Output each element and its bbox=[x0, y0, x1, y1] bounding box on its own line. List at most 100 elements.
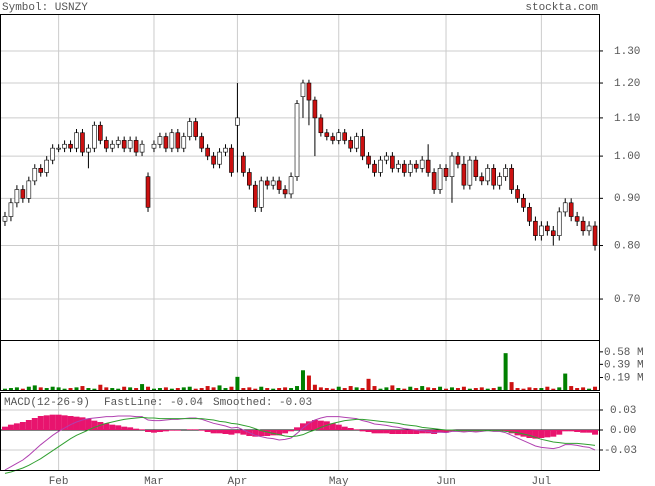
volume-bar bbox=[491, 388, 496, 390]
y-tick-label: 1.10 bbox=[614, 113, 640, 125]
macd-histogram-bar bbox=[127, 427, 134, 430]
volume-bar bbox=[241, 388, 246, 390]
macd-frame bbox=[0, 392, 600, 471]
volume-bar bbox=[330, 388, 335, 390]
candle-body bbox=[503, 168, 508, 177]
volume-bar bbox=[277, 388, 282, 390]
macd-histogram-bar bbox=[228, 430, 235, 435]
macd-histogram-bar bbox=[365, 430, 372, 432]
volume-bar bbox=[68, 388, 73, 390]
macd-histogram-bar bbox=[431, 430, 438, 434]
candle-body bbox=[80, 132, 85, 153]
candle-body bbox=[104, 140, 109, 149]
macd-histogram-bar bbox=[264, 430, 271, 436]
volume-bar bbox=[128, 387, 133, 390]
candle-body bbox=[413, 163, 419, 169]
volume-bar bbox=[551, 388, 556, 390]
volume-bar bbox=[348, 386, 353, 390]
macd-histogram-bar bbox=[103, 423, 110, 430]
macd-histogram-bar bbox=[401, 430, 408, 434]
symbol-title: Symbol: USNZY bbox=[2, 2, 88, 14]
volume-bar bbox=[44, 388, 49, 390]
volume-bar bbox=[134, 388, 139, 390]
volume-bar bbox=[497, 386, 502, 390]
candle-body bbox=[205, 147, 210, 157]
volume-bar bbox=[271, 388, 276, 390]
volume-bar bbox=[181, 387, 186, 390]
volume-bar bbox=[461, 386, 466, 390]
macd-tick-label: 0.03 bbox=[610, 405, 636, 417]
candle-body bbox=[306, 82, 312, 101]
volume-bar bbox=[455, 388, 460, 390]
candle-body bbox=[509, 168, 514, 190]
candle-body bbox=[425, 159, 431, 173]
candle-body bbox=[98, 124, 103, 141]
macd-histogram-bar bbox=[550, 430, 557, 437]
candle-body bbox=[545, 225, 550, 232]
candle-body bbox=[491, 168, 497, 186]
candle-body bbox=[288, 176, 294, 195]
macd-histogram-bar bbox=[395, 430, 402, 434]
macd-histogram-bar bbox=[544, 430, 551, 438]
macd-histogram-bar bbox=[329, 423, 336, 430]
macd-histogram-bar bbox=[568, 430, 575, 432]
candle-body bbox=[580, 220, 586, 232]
volume-bar bbox=[229, 386, 234, 390]
candle-body bbox=[44, 159, 50, 173]
volume-bar bbox=[193, 388, 198, 390]
volume-bar bbox=[312, 384, 317, 390]
candle-body bbox=[467, 159, 473, 186]
macd-histogram-bar bbox=[520, 430, 527, 437]
macd-histogram-bar bbox=[347, 428, 354, 430]
candle-body bbox=[443, 168, 449, 177]
volume-bar bbox=[366, 378, 371, 390]
volume-bar bbox=[557, 387, 562, 390]
volume-bar bbox=[336, 386, 341, 390]
volume-bar bbox=[378, 388, 383, 390]
macd-histogram-bar bbox=[204, 430, 211, 432]
candle-body bbox=[449, 155, 455, 177]
macd-tick-label: -0.03 bbox=[604, 445, 637, 457]
macd-histogram-bar bbox=[67, 416, 74, 430]
candle-body bbox=[217, 151, 222, 165]
volume-bar bbox=[449, 387, 454, 390]
volume-bar bbox=[533, 388, 538, 390]
macd-histogram-bar bbox=[300, 423, 306, 430]
volume-bar bbox=[587, 388, 592, 390]
volume-bar bbox=[110, 388, 115, 390]
volume-bar bbox=[259, 386, 264, 390]
macd-histogram-bar bbox=[443, 430, 449, 433]
macd-histogram-bar bbox=[294, 427, 300, 430]
volume-bar bbox=[295, 386, 300, 390]
x-tick-label: May bbox=[329, 476, 349, 486]
macd-histogram-bar bbox=[222, 430, 229, 434]
candle-body bbox=[121, 140, 127, 149]
candle-body bbox=[401, 163, 407, 173]
macd-histogram-bar bbox=[502, 430, 509, 432]
candle-body bbox=[294, 103, 300, 177]
volume-bar bbox=[122, 386, 127, 390]
macd-histogram-bar bbox=[192, 429, 199, 430]
volume-bar bbox=[569, 386, 574, 390]
volume-bar bbox=[342, 388, 347, 390]
macd-histogram-bar bbox=[31, 418, 38, 430]
macd-histogram-bar bbox=[353, 429, 360, 430]
candle-body bbox=[270, 180, 276, 186]
macd-histogram-bar bbox=[258, 430, 265, 436]
candle-body bbox=[62, 143, 67, 149]
y-tick-label: 1.20 bbox=[614, 78, 640, 90]
volume-bar bbox=[473, 388, 478, 390]
macd-histogram-bar bbox=[574, 430, 581, 432]
volume-bar bbox=[593, 386, 598, 390]
candle-body bbox=[527, 207, 532, 222]
volume-bar bbox=[432, 388, 437, 390]
volume-bar bbox=[444, 388, 449, 390]
volume-bar bbox=[360, 388, 365, 390]
candle-body bbox=[74, 132, 79, 149]
y-tick-label: 0.90 bbox=[614, 193, 640, 205]
volume-bar bbox=[467, 388, 472, 390]
macd-histogram-bar bbox=[389, 430, 396, 434]
volume-bar bbox=[420, 386, 425, 390]
candle-body bbox=[461, 163, 467, 186]
